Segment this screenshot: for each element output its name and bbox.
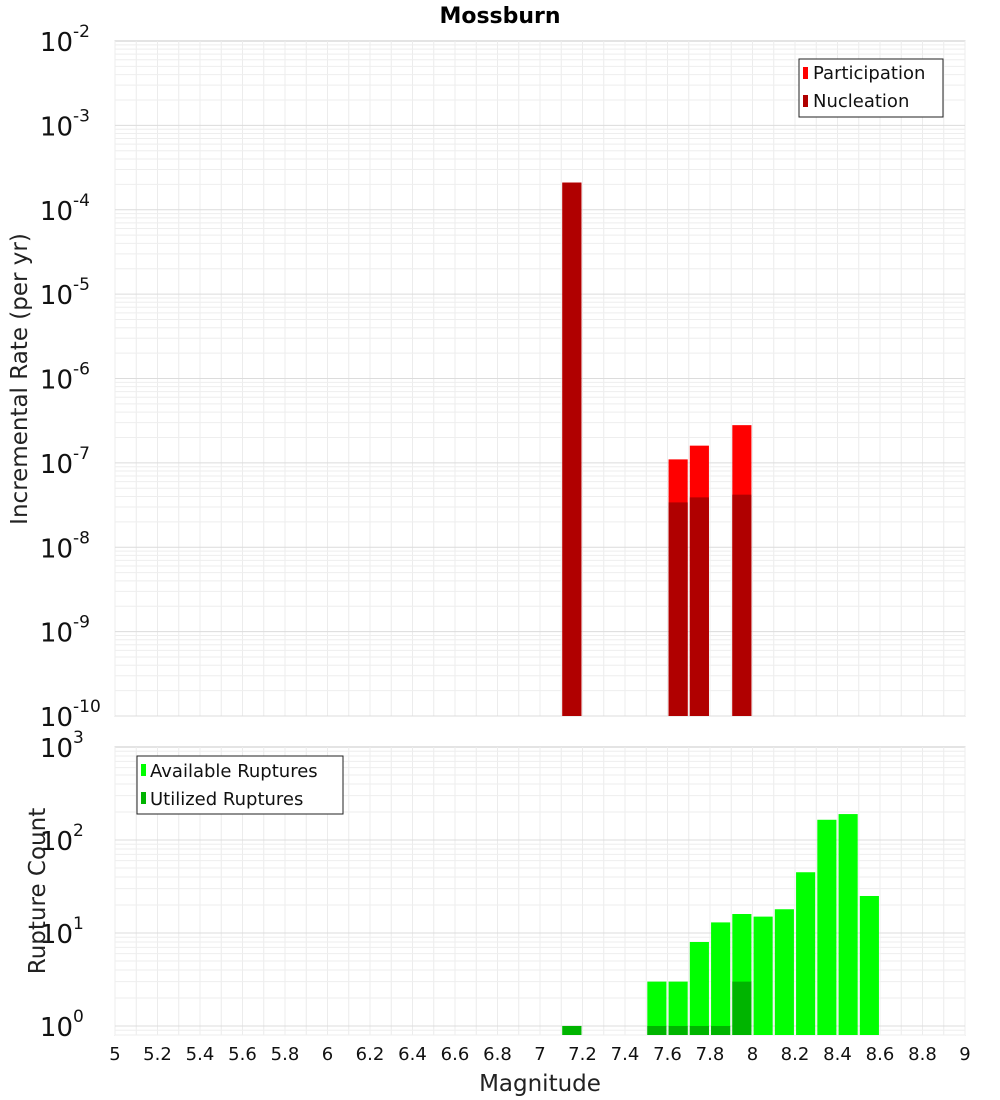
x-tick-label: 8.8 [908, 1044, 937, 1065]
x-tick-label: 7.8 [696, 1044, 725, 1065]
rate-y-tick-label: 10 [40, 450, 73, 480]
rate-y-tick-label: 10 [40, 703, 73, 733]
rate-y-tick-exponent: -8 [73, 528, 90, 548]
count-bar-utilized-ruptures [732, 981, 752, 1035]
count-bar-available-ruptures [796, 872, 816, 1035]
rate-y-tick-exponent: -6 [73, 360, 90, 380]
count-bars [562, 814, 879, 1035]
rate-legend: Participation Nucleation [798, 58, 944, 118]
rate-legend-box [798, 58, 944, 118]
utilized-legend-label: Utilized Ruptures [150, 789, 303, 810]
rate-y-tick-label: 10 [40, 112, 73, 142]
count-bar-available-ruptures [838, 814, 858, 1035]
rate-y-tick-label: 10 [40, 197, 73, 227]
count-y-tick-exponent: 2 [73, 821, 84, 841]
participation-legend-swatch [803, 67, 808, 79]
rate-bar-nucleation [732, 494, 752, 716]
rate-y-tick-label: 10 [40, 28, 73, 58]
x-tick-label: 7 [534, 1044, 545, 1065]
nucleation-legend-label: Nucleation [813, 91, 909, 112]
count-y-tick-exponent: 0 [73, 1007, 84, 1027]
count-y-tick-label: 10 [40, 920, 73, 950]
x-tick-label: 5.8 [271, 1044, 300, 1065]
x-tick-label: 5.2 [143, 1044, 172, 1065]
count-bar-utilized-ruptures [562, 1025, 582, 1035]
count-bar-utilized-ruptures [689, 1025, 709, 1035]
x-tick-label: 8.6 [866, 1044, 895, 1065]
x-tick-label: 6.4 [398, 1044, 427, 1065]
x-tick-label: 7.2 [568, 1044, 597, 1065]
rate-y-tick-exponent: -9 [73, 613, 90, 633]
x-tick-label: 7.6 [653, 1044, 682, 1065]
rate-y-axis-title: Incremental Rate (per yr) [7, 233, 33, 525]
count-bar-utilized-ruptures [668, 1025, 688, 1035]
count-bar-available-ruptures [753, 916, 773, 1035]
rate-y-tick-label: 10 [40, 619, 73, 649]
count-bar-available-ruptures [711, 922, 731, 1035]
count-y-tick-label: 10 [40, 827, 73, 857]
rate-bar-nucleation [668, 502, 688, 716]
x-tick-label: 8.4 [823, 1044, 852, 1065]
rate-y-tick-label: 10 [40, 366, 73, 396]
x-tick-label: 8.2 [781, 1044, 810, 1065]
x-tick-label: 5 [109, 1044, 120, 1065]
nucleation-legend-swatch [803, 95, 808, 107]
x-tick-label: 5.6 [228, 1044, 257, 1065]
count-y-tick-exponent: 3 [73, 728, 84, 748]
rate-bar-nucleation [562, 182, 582, 716]
x-tick-label: 6.2 [356, 1044, 385, 1065]
count-bar-available-ruptures [774, 909, 794, 1035]
x-tick-label: 6 [322, 1044, 333, 1065]
available-legend-label: Available Ruptures [150, 761, 318, 782]
count-bar-available-ruptures [668, 981, 688, 1035]
count-bar-available-ruptures [817, 819, 837, 1035]
x-tick-label: 6.8 [483, 1044, 512, 1065]
participation-legend-label: Participation [813, 63, 925, 84]
rate-grid [114, 41, 966, 717]
rate-bars [562, 182, 752, 716]
rate-y-tick-exponent: -10 [73, 697, 101, 717]
count-y-tick-label: 10 [40, 1013, 73, 1043]
utilized-legend-swatch [141, 792, 146, 804]
count-bar-available-ruptures [647, 981, 667, 1035]
rate-y-tick-label: 10 [40, 534, 73, 564]
count-legend-box [136, 755, 344, 815]
rate-y-tick-exponent: -5 [73, 275, 90, 295]
count-bar-utilized-ruptures [711, 1025, 731, 1035]
count-y-tick-label: 10 [40, 734, 73, 764]
x-tick-label: 5.4 [186, 1044, 215, 1065]
x-tick-label: 6.6 [441, 1044, 470, 1065]
rate-y-tick-exponent: -3 [73, 106, 90, 126]
count-bar-utilized-ruptures [647, 1025, 667, 1035]
rate-y-tick-label: 10 [40, 281, 73, 311]
x-tick-label: 8 [747, 1044, 758, 1065]
x-tick-label: 9 [959, 1044, 970, 1065]
rate-bar-nucleation [689, 497, 709, 716]
count-legend: Available Ruptures Utilized Ruptures [136, 755, 344, 815]
count-bar-available-ruptures [859, 895, 879, 1035]
rate-y-tick-exponent: -2 [73, 22, 90, 42]
rate-y-tick-exponent: -7 [73, 444, 90, 464]
x-axis-title: Magnitude [479, 1071, 601, 1097]
available-legend-swatch [141, 764, 146, 776]
magnitude-x-ticks: 5 5.2 5.4 5.6 5.8 6 6.2 6.4 6.6 6.8 7 7.2 7.4 7.6 7.8 8… [109, 1044, 970, 1065]
count-y-tick-exponent: 1 [73, 914, 84, 934]
count-bar-available-ruptures [689, 942, 709, 1035]
x-tick-label: 7.4 [611, 1044, 640, 1065]
count-y-axis-title: Rupture Count [25, 808, 51, 974]
rate-y-tick-exponent: -4 [73, 191, 90, 211]
chart-title: Mossburn [439, 4, 560, 29]
